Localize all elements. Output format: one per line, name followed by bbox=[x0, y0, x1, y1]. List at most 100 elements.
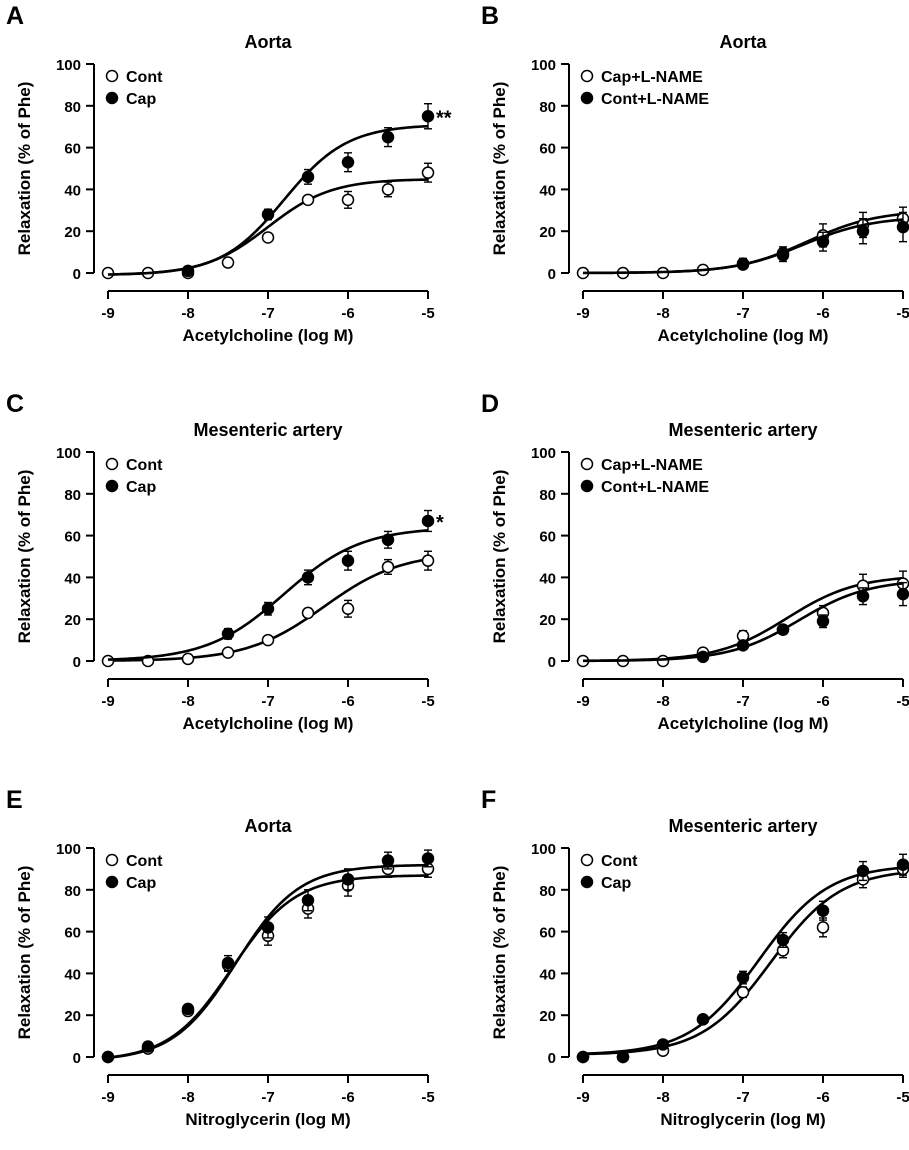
y-tick-label: 80 bbox=[64, 487, 81, 504]
series-open bbox=[576, 570, 909, 668]
data-point bbox=[301, 170, 315, 184]
legend-marker bbox=[580, 69, 594, 83]
data-point bbox=[341, 193, 355, 207]
x-tick-label: -8 bbox=[656, 1089, 669, 1106]
legend-marker bbox=[580, 479, 594, 493]
series-filled bbox=[576, 853, 909, 1064]
legend-label: Cap bbox=[126, 91, 156, 108]
y-tick-label: 20 bbox=[539, 1008, 556, 1025]
data-point bbox=[221, 256, 235, 269]
x-tick-label: -9 bbox=[101, 693, 114, 710]
data-point bbox=[101, 1050, 115, 1064]
series-filled bbox=[107, 509, 435, 661]
y-tick-label: 100 bbox=[531, 445, 556, 462]
data-point bbox=[421, 110, 435, 123]
data-point bbox=[421, 554, 435, 567]
y-tick-label: 80 bbox=[539, 487, 556, 504]
x-axis-label: Nitroglycerin (log M) bbox=[660, 1110, 825, 1129]
data-point bbox=[301, 571, 315, 584]
data-point bbox=[776, 933, 790, 947]
legend-marker bbox=[580, 853, 594, 867]
y-tick-label: 60 bbox=[539, 529, 556, 546]
data-point bbox=[261, 208, 275, 221]
data-point bbox=[736, 639, 750, 652]
fit-curve bbox=[582, 866, 904, 1056]
data-point bbox=[776, 248, 790, 262]
panel-a: A Aorta 0 20 40 60 80 100 Relaxation (% of Phe) -… bbox=[6, 2, 452, 345]
legend-label: Cap bbox=[126, 479, 156, 496]
y-tick-label: 60 bbox=[539, 925, 556, 942]
x-tick-label: -6 bbox=[341, 1089, 354, 1106]
data-point bbox=[341, 155, 355, 169]
data-point bbox=[576, 1050, 590, 1064]
data-point bbox=[221, 646, 235, 659]
data-point bbox=[696, 1013, 710, 1026]
panel-letter: E bbox=[6, 786, 23, 814]
panel-f: F Mesenteric artery 0 20 40 60 80 100 Relaxation… bbox=[481, 786, 909, 1129]
data-point bbox=[816, 904, 830, 917]
x-tick-label: -7 bbox=[736, 305, 749, 322]
data-point bbox=[341, 873, 355, 886]
x-axis-label: Acetylcholine (log M) bbox=[183, 326, 354, 345]
data-point bbox=[856, 864, 870, 878]
data-point bbox=[736, 971, 750, 984]
y-tick-label: 0 bbox=[548, 654, 556, 671]
legend-marker bbox=[580, 457, 594, 471]
data-point bbox=[656, 1038, 670, 1051]
data-point bbox=[896, 858, 909, 871]
data-point bbox=[261, 602, 275, 615]
data-point bbox=[896, 587, 909, 601]
y-axis-label: Relaxation (% of Phe) bbox=[15, 470, 34, 644]
data-point bbox=[101, 654, 115, 668]
data-point bbox=[181, 264, 195, 278]
y-tick-label: 40 bbox=[539, 966, 556, 983]
y-tick-label: 60 bbox=[64, 141, 81, 158]
data-point bbox=[696, 650, 710, 664]
x-tick-label: -8 bbox=[181, 1089, 194, 1106]
y-axis-label: Relaxation (% of Phe) bbox=[15, 82, 34, 256]
data-point bbox=[616, 1050, 630, 1064]
x-tick-label: -6 bbox=[341, 693, 354, 710]
significance-marker: ** bbox=[436, 107, 452, 129]
y-tick-label: 100 bbox=[56, 57, 81, 74]
panel-c: C Mesenteric artery 0 20 40 60 80 100 Relaxation… bbox=[6, 390, 444, 733]
x-tick-label: -9 bbox=[101, 1089, 114, 1106]
x-tick-label: -9 bbox=[101, 305, 114, 322]
panel-letter: F bbox=[481, 786, 496, 814]
fit-curve bbox=[107, 863, 429, 1060]
y-tick-label: 80 bbox=[539, 883, 556, 900]
legend-label: Cont+L-NAME bbox=[601, 479, 709, 496]
series-filled bbox=[107, 103, 435, 278]
data-point bbox=[261, 231, 275, 244]
x-tick-label: -5 bbox=[896, 1089, 909, 1106]
data-point bbox=[181, 1002, 195, 1016]
x-axis-label: Acetylcholine (log M) bbox=[658, 714, 829, 733]
x-tick-label: -7 bbox=[736, 1089, 749, 1106]
legend-label: Cap bbox=[126, 875, 156, 892]
x-tick-label: -7 bbox=[261, 1089, 274, 1106]
y-tick-label: 60 bbox=[64, 529, 81, 546]
y-tick-label: 40 bbox=[539, 570, 556, 587]
data-point bbox=[301, 894, 315, 907]
data-point bbox=[656, 654, 670, 668]
y-tick-label: 0 bbox=[73, 654, 81, 671]
x-tick-label: -5 bbox=[421, 305, 434, 322]
x-tick-label: -8 bbox=[181, 305, 194, 322]
legend-marker bbox=[105, 457, 119, 471]
x-tick-label: -6 bbox=[341, 305, 354, 322]
x-axis-label: Acetylcholine (log M) bbox=[658, 326, 829, 345]
legend-marker bbox=[105, 479, 119, 493]
legend-label: Cap+L-NAME bbox=[601, 457, 703, 474]
legend-marker bbox=[580, 875, 594, 889]
legend-marker bbox=[580, 91, 594, 105]
series-filled bbox=[101, 849, 435, 1064]
series-open bbox=[101, 550, 435, 668]
data-point bbox=[856, 224, 870, 238]
y-tick-label: 40 bbox=[64, 966, 81, 983]
x-tick-label: -7 bbox=[261, 305, 274, 322]
data-point bbox=[381, 533, 395, 547]
data-point bbox=[261, 921, 275, 934]
y-tick-label: 20 bbox=[64, 612, 81, 629]
y-tick-label: 100 bbox=[56, 445, 81, 462]
